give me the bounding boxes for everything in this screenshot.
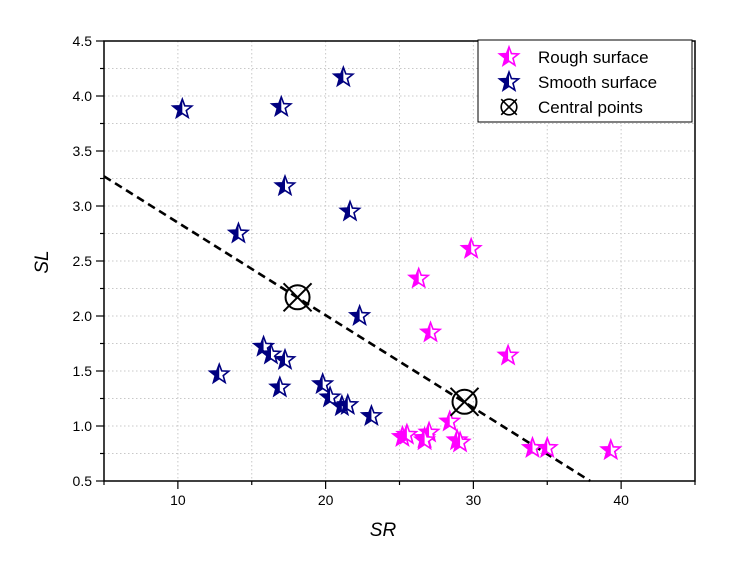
- central-points-point: [449, 387, 480, 417]
- smooth-surface-point: [273, 173, 297, 197]
- legend: Rough surface Smooth surface Central point…: [477, 39, 693, 123]
- rough-surface-point: [418, 320, 443, 343]
- smooth-surface-point: [331, 65, 356, 88]
- rough-surface-point: [412, 428, 437, 451]
- smooth-surface-point: [269, 94, 293, 117]
- smooth-surface-point: [259, 342, 283, 365]
- legend-label: Central points: [538, 98, 643, 117]
- data-marks: [103, 65, 623, 483]
- x-tick-label: 10: [170, 492, 186, 508]
- y-tick-label: 3.5: [73, 143, 93, 159]
- smooth-surface-point: [170, 96, 194, 120]
- legend-label: Smooth surface: [538, 73, 657, 92]
- x-tick-label: 40: [613, 492, 629, 508]
- x-tick-label: 30: [466, 492, 482, 508]
- legend-marker: [500, 98, 518, 116]
- y-tick-label: 4.0: [73, 88, 93, 104]
- fit-line: [103, 175, 591, 483]
- central-points-point: [282, 282, 313, 313]
- rough-surface-point: [448, 430, 472, 453]
- rough-surface-point: [459, 236, 483, 259]
- legend-marker: [497, 44, 521, 67]
- smooth-surface-point: [347, 303, 372, 326]
- y-tick-label: 4.5: [73, 33, 93, 49]
- smooth-surface-point: [226, 221, 251, 244]
- rough-surface-point: [535, 435, 559, 458]
- rough-surface-point: [496, 343, 520, 366]
- smooth-surface-point: [318, 385, 342, 408]
- smooth-surface-point: [359, 403, 384, 427]
- smooth-surface-point: [207, 362, 231, 385]
- y-tick-label: 3.0: [73, 198, 93, 214]
- x-tick-label: 20: [318, 492, 334, 508]
- y-tick-label: 2.0: [73, 308, 93, 324]
- axes: 10 20 30 40 0.5 1.0 1.5 2.0 2.5 3.0 3.5 4.0 4.5: [73, 33, 696, 508]
- legend-marker: [497, 69, 521, 92]
- rough-surface-point: [599, 437, 623, 461]
- grid: [104, 41, 695, 481]
- smooth-surface-point: [338, 199, 362, 222]
- y-tick-label: 0.5: [73, 473, 93, 489]
- smooth-surface-point: [268, 375, 292, 398]
- rough-surface-point: [438, 409, 462, 432]
- y-tick-label: 1.5: [73, 363, 93, 379]
- y-tick-label: 2.5: [73, 253, 93, 269]
- rough-surface-point: [395, 422, 419, 445]
- x-axis-label: SR: [370, 520, 397, 541]
- y-tick-label: 1.0: [73, 418, 93, 434]
- y-axis-label: SL: [32, 250, 53, 273]
- rough-surface-point: [407, 266, 431, 289]
- legend-label: Rough surface: [538, 48, 649, 67]
- smooth-surface-point: [310, 371, 335, 395]
- smooth-surface-point: [273, 347, 297, 370]
- smooth-surface-point: [336, 392, 360, 416]
